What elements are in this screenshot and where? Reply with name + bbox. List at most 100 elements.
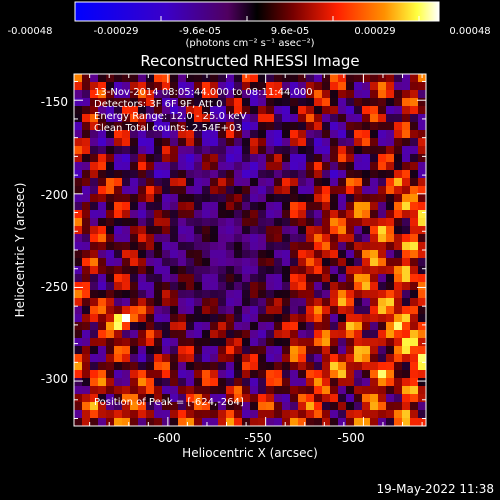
heatmap-cell [194,74,203,83]
heatmap-cell [258,370,267,379]
heatmap-cell [202,154,211,163]
heatmap-cell [266,394,275,403]
heatmap-cell [410,194,419,203]
heatmap-cell [306,114,315,123]
heatmap-cell [282,162,291,171]
heatmap-cell [394,354,403,363]
heatmap-cell [306,146,315,155]
heatmap-cell [98,218,107,227]
heatmap-cell [298,314,307,323]
heatmap-cell [282,202,291,211]
heatmap-cell [338,338,347,347]
heatmap-cell [186,106,195,115]
heatmap-cell [98,346,107,355]
heatmap-cell [250,202,259,211]
heatmap-cell [418,394,426,403]
heatmap-cell [130,218,139,227]
heatmap-cell [362,266,371,275]
heatmap-cell [418,178,426,187]
heatmap-cell [330,130,339,139]
heatmap-cell [370,122,379,131]
heatmap-cell [90,330,99,339]
heatmap-cell [162,202,171,211]
heatmap-cell [370,170,379,179]
heatmap-cell [146,202,155,211]
heatmap-cell [114,290,123,299]
heatmap-cell [346,154,355,163]
heatmap-cell [354,186,363,195]
heatmap-cell [98,82,107,91]
heatmap-cell [402,178,411,187]
heatmap-cell [186,306,195,315]
heatmap-cell [162,154,171,163]
heatmap-cell [226,74,235,83]
heatmap-cell [282,170,291,179]
heatmap-cell [234,378,243,387]
heatmap-cell [146,154,155,163]
heatmap-cell [362,122,371,131]
heatmap-cell [418,210,426,219]
heatmap-cell [202,130,211,139]
heatmap-cell [122,386,131,395]
heatmap-cell [194,114,203,123]
heatmap-cell [234,410,243,419]
heatmap-cell [226,274,235,283]
heatmap-cell [130,290,139,299]
heatmap-cell [242,194,251,203]
heatmap-cell [346,418,355,426]
heatmap-cell [394,194,403,203]
heatmap-cell [162,130,171,139]
heatmap-cell [258,106,267,115]
heatmap-cell [258,386,267,395]
heatmap-cell [90,338,99,347]
heatmap-cell [98,330,107,339]
heatmap-cell [322,266,331,275]
heatmap-cell [306,218,315,227]
heatmap-cell [418,378,426,387]
heatmap-cell [354,394,363,403]
heatmap-cell [154,138,163,147]
heatmap-cell [226,82,235,91]
heatmap-cell [298,170,307,179]
heatmap-cell [338,362,347,371]
heatmap-cell [354,330,363,339]
heatmap-cell [106,402,115,411]
heatmap-cell [386,290,395,299]
heatmap-cell [410,386,419,395]
heatmap-cell [178,122,187,131]
heatmap-cell [418,218,426,227]
heatmap-cell [362,226,371,235]
heatmap-cell [282,330,291,339]
heatmap-cell [194,394,203,403]
heatmap-cell [146,338,155,347]
heatmap-cell [186,186,195,195]
heatmap-cell [170,418,179,426]
heatmap-cell [82,362,91,371]
heatmap-cell [162,378,171,387]
heatmap-cell [194,314,203,323]
heatmap-cell [130,226,139,235]
heatmap-cell [410,338,419,347]
heatmap-cell [346,250,355,259]
x-tick-label: -500 [337,431,365,445]
heatmap-cell [418,154,426,163]
heatmap-cell [306,322,315,331]
heatmap-cell [298,202,307,211]
heatmap-cell [186,170,195,179]
heatmap-cell [418,354,426,363]
heatmap-cell [130,114,139,123]
heatmap-cell [218,194,227,203]
heatmap-cell [138,402,147,411]
heatmap-cell [90,82,99,91]
heatmap-cell [242,250,251,259]
heatmap-cell [338,258,347,267]
heatmap-cell [354,106,363,115]
heatmap-cell [354,130,363,139]
heatmap-cell [266,154,275,163]
heatmap-cell [346,258,355,267]
heatmap-cell [98,298,107,307]
heatmap-cell [178,90,187,99]
heatmap-cell [322,74,331,83]
heatmap-cell [314,162,323,171]
heatmap-cell [106,90,115,99]
